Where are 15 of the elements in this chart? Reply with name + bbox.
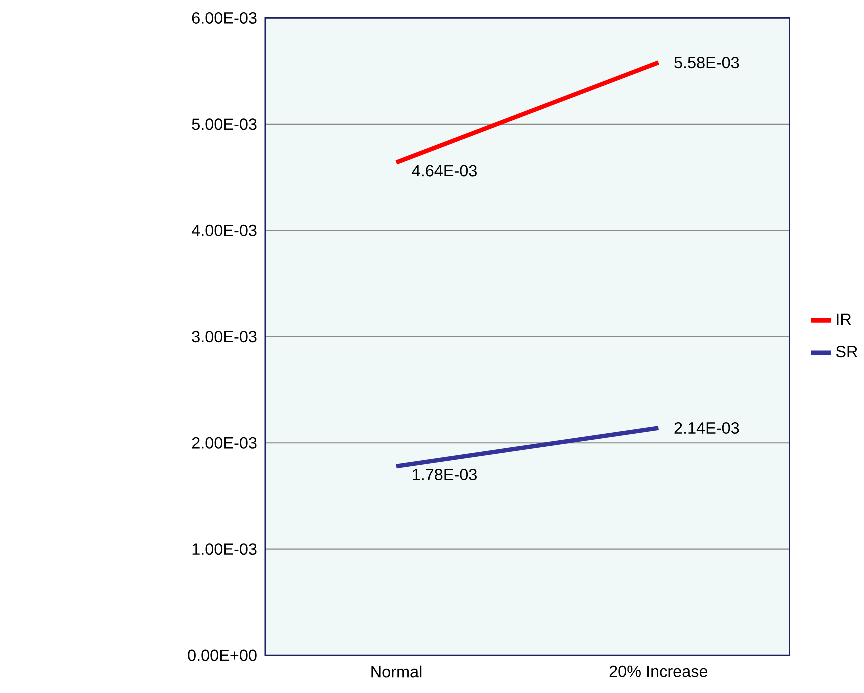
legend-label: SR bbox=[836, 346, 858, 358]
data-label: 1.78E-03 bbox=[413, 469, 477, 481]
data-label: 4.64E-03 bbox=[412, 165, 477, 177]
y-tick-label: 5.00E-03 bbox=[192, 118, 257, 130]
y-tick-label: 6.00E-03 bbox=[192, 12, 257, 24]
y-tick-label: 3.00E-03 bbox=[192, 331, 257, 343]
x-tick-label: 20% Increase bbox=[610, 666, 708, 678]
data-label: 2.14E-03 bbox=[674, 422, 740, 434]
y-tick-label: 2.00E-03 bbox=[192, 437, 257, 449]
x-tick-label: Normal bbox=[372, 666, 422, 678]
y-tick-label: 0.00E+00 bbox=[188, 650, 257, 662]
legend-label: IR bbox=[837, 314, 852, 326]
y-tick-label: 4.00E-03 bbox=[192, 224, 257, 236]
data-label: 5.58E-03 bbox=[674, 57, 740, 69]
y-tick-label: 1.00E-03 bbox=[192, 544, 257, 556]
